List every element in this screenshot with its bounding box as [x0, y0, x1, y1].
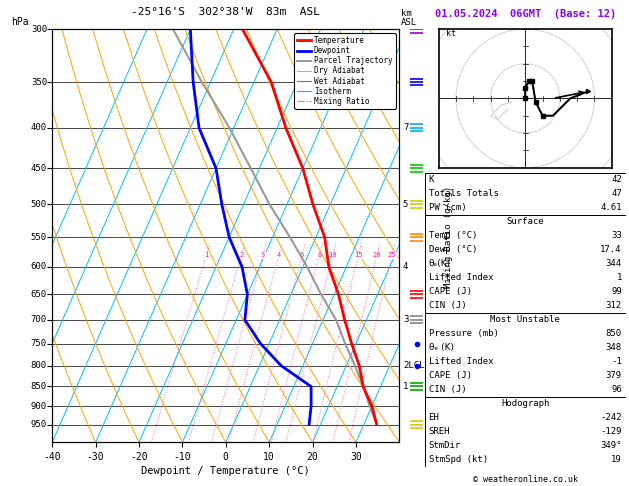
Text: 33: 33 [611, 231, 622, 240]
Text: 350: 350 [31, 78, 47, 87]
Text: 550: 550 [31, 233, 47, 242]
Text: StmDir: StmDir [428, 441, 461, 450]
Text: StmSpd (kt): StmSpd (kt) [428, 455, 487, 464]
Legend: Temperature, Dewpoint, Parcel Trajectory, Dry Adiabat, Wet Adiabat, Isotherm, Mi: Temperature, Dewpoint, Parcel Trajectory… [294, 33, 396, 109]
Text: 349°: 349° [600, 441, 622, 450]
Text: 2LCL: 2LCL [403, 361, 425, 370]
Text: 17.4: 17.4 [600, 245, 622, 254]
Text: 6: 6 [300, 252, 304, 259]
Text: 47: 47 [611, 189, 622, 198]
Text: Lifted Index: Lifted Index [428, 273, 493, 282]
Text: 850: 850 [31, 382, 47, 391]
Text: 700: 700 [31, 315, 47, 324]
Text: 4: 4 [277, 252, 281, 259]
Text: θₑ (K): θₑ (K) [428, 343, 454, 352]
Text: 1: 1 [204, 252, 208, 259]
Text: 348: 348 [606, 343, 622, 352]
Text: -242: -242 [600, 413, 622, 422]
Text: 7: 7 [403, 123, 408, 132]
Text: Pressure (mb): Pressure (mb) [428, 329, 498, 338]
Text: 450: 450 [31, 164, 47, 173]
X-axis label: Dewpoint / Temperature (°C): Dewpoint / Temperature (°C) [142, 466, 310, 476]
Text: -129: -129 [600, 427, 622, 436]
Text: 4: 4 [403, 262, 408, 272]
Text: © weatheronline.co.uk: © weatheronline.co.uk [473, 474, 577, 484]
Text: 01.05.2024  06GMT  (Base: 12): 01.05.2024 06GMT (Base: 12) [435, 9, 616, 19]
Text: CIN (J): CIN (J) [428, 385, 466, 394]
Text: Most Unstable: Most Unstable [490, 315, 560, 324]
Text: 379: 379 [606, 371, 622, 380]
Text: 20: 20 [373, 252, 381, 259]
Text: 42: 42 [611, 175, 622, 184]
Text: kt: kt [445, 29, 455, 38]
Text: 950: 950 [31, 420, 47, 429]
Text: CAPE (J): CAPE (J) [428, 287, 472, 296]
Text: Surface: Surface [506, 217, 544, 226]
Text: hPa: hPa [11, 17, 29, 27]
Text: Dewp (°C): Dewp (°C) [428, 245, 477, 254]
Text: 99: 99 [611, 287, 622, 296]
Text: 5: 5 [403, 200, 408, 209]
Text: 400: 400 [31, 123, 47, 132]
Text: 3: 3 [403, 315, 408, 324]
Text: 900: 900 [31, 401, 47, 411]
Text: 1: 1 [403, 382, 408, 391]
Text: 25: 25 [387, 252, 396, 259]
Text: 4.61: 4.61 [600, 203, 622, 212]
Text: PW (cm): PW (cm) [428, 203, 466, 212]
Text: 3: 3 [261, 252, 265, 259]
Text: Mixing Ratio (g/kg): Mixing Ratio (g/kg) [443, 186, 452, 288]
Text: SREH: SREH [428, 427, 450, 436]
Text: 10: 10 [328, 252, 337, 259]
Text: Totals Totals: Totals Totals [428, 189, 498, 198]
Text: 600: 600 [31, 262, 47, 272]
Text: 650: 650 [31, 290, 47, 299]
Text: 1: 1 [616, 273, 622, 282]
Text: -1: -1 [611, 357, 622, 366]
Text: 15: 15 [354, 252, 362, 259]
Text: 2: 2 [239, 252, 243, 259]
Text: Lifted Index: Lifted Index [428, 357, 493, 366]
Text: 500: 500 [31, 200, 47, 209]
Text: -25°16'S  302°38'W  83m  ASL: -25°16'S 302°38'W 83m ASL [131, 7, 320, 17]
Text: km
ASL: km ASL [401, 9, 417, 27]
Text: Temp (°C): Temp (°C) [428, 231, 477, 240]
Text: 850: 850 [606, 329, 622, 338]
Text: 312: 312 [606, 301, 622, 310]
Text: 300: 300 [31, 25, 47, 34]
Text: 96: 96 [611, 385, 622, 394]
Text: 750: 750 [31, 339, 47, 348]
Text: EH: EH [428, 413, 439, 422]
Text: 8: 8 [317, 252, 321, 259]
Text: 800: 800 [31, 361, 47, 370]
Text: θₑ(K): θₑ(K) [428, 259, 451, 268]
Text: CAPE (J): CAPE (J) [428, 371, 472, 380]
Text: 344: 344 [606, 259, 622, 268]
Text: K: K [428, 175, 434, 184]
Text: Hodograph: Hodograph [501, 399, 549, 408]
Text: 19: 19 [611, 455, 622, 464]
Text: CIN (J): CIN (J) [428, 301, 466, 310]
